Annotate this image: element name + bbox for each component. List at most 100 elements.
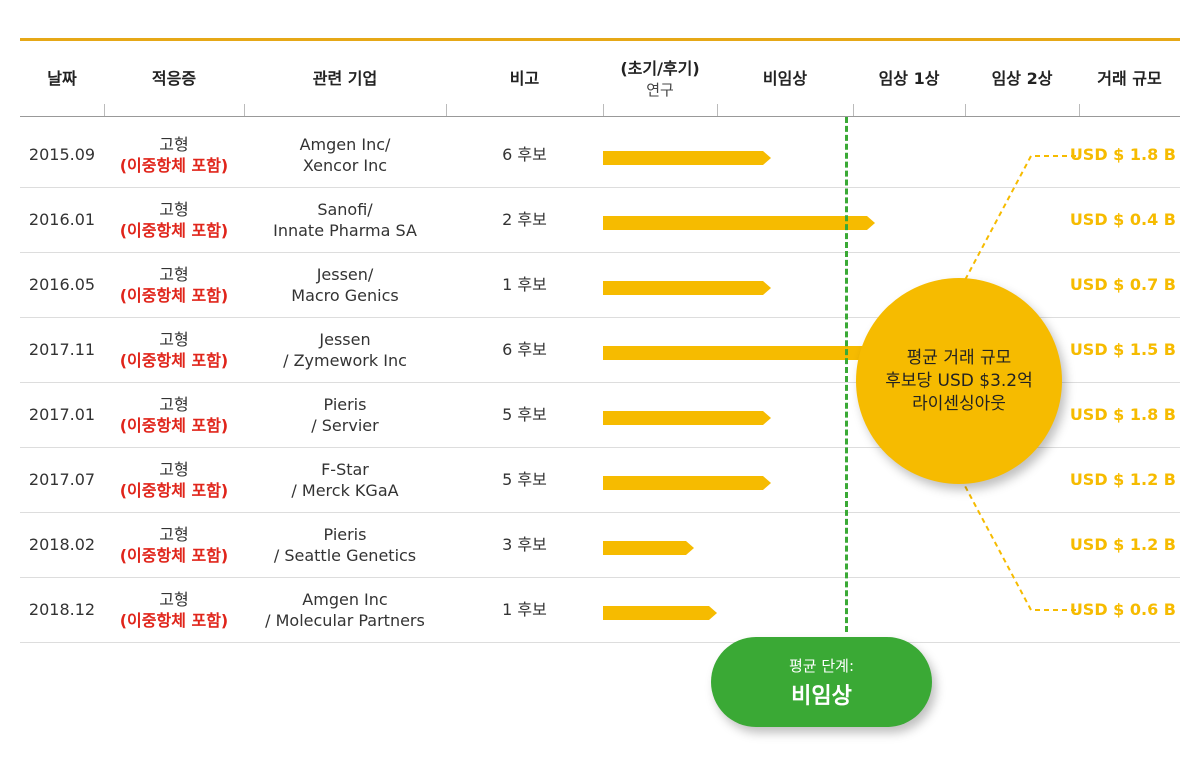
date-text: 2018.12 — [28, 600, 96, 619]
average-deal-line1: 평균 거래 규모 — [906, 347, 1012, 368]
company-line2: / Zymework Inc — [283, 350, 407, 370]
indication-note: (이중항체 포함) — [119, 350, 229, 370]
company-cell: Amgen Inc / Molecular Partners — [244, 577, 446, 642]
note-cell: 2 후보 — [446, 187, 603, 252]
indication-note: (이중항체 포함) — [119, 610, 229, 630]
table-row: 2018.02 고형 (이중항체 포함) Pieris / Seattle Geneti… — [20, 512, 1180, 578]
deal-size-value: USD $ 1.8 B — [1069, 145, 1176, 164]
average-stage-label: 평균 단계: — [788, 656, 855, 675]
note-cell: 5 후보 — [446, 382, 603, 447]
company-cell: Pieris / Seattle Genetics — [244, 512, 446, 577]
date-text: 2016.05 — [28, 275, 96, 294]
company-line2: Innate Pharma SA — [273, 220, 417, 240]
deal-size-value: USD $ 1.2 B — [1069, 535, 1176, 554]
indication-text: 고형 — [159, 589, 189, 609]
indication-cell: 고형 (이중항체 포함) — [104, 447, 244, 512]
stage-progress-arrow — [603, 476, 772, 490]
stage-progress-arrow — [603, 151, 772, 165]
company-line1: Jessen — [319, 329, 371, 349]
company-line1: Pieris — [323, 394, 367, 414]
table-row: 2016.01 고형 (이중항체 포함) Sanofi/Innate Pharma S… — [20, 187, 1180, 253]
deal-size-value: USD $ 1.8 B — [1069, 405, 1176, 424]
indication-note: (이중항체 포함) — [119, 415, 229, 435]
deal-size-value: USD $ 1.5 B — [1069, 340, 1176, 359]
date-cell: 2017.07 — [20, 447, 104, 512]
date-cell: 2018.02 — [20, 512, 104, 577]
header-rule — [20, 116, 1180, 117]
indication-text: 고형 — [159, 134, 189, 154]
indication-text: 고형 — [159, 459, 189, 479]
top-rule — [20, 38, 1180, 41]
date-text: 2017.07 — [28, 470, 96, 489]
table-row: 2015.09 고형 (이중항체 포함) Amgen Inc/Xencor Inc 6 … — [20, 122, 1180, 188]
date-cell: 2016.05 — [20, 252, 104, 317]
header-tick — [244, 104, 245, 116]
company-cell: Jessen / Zymework Inc — [244, 317, 446, 382]
indication-note: (이중항체 포함) — [119, 545, 229, 565]
company-line2: / Servier — [311, 415, 379, 435]
stage-progress-arrow — [603, 541, 695, 555]
date-cell: 2016.01 — [20, 187, 104, 252]
header-tick — [104, 104, 105, 116]
col-header-deal-size: 거래 규모 — [1097, 69, 1162, 88]
note-cell: 1 후보 — [446, 252, 603, 317]
col-header-indication: 적응증 — [151, 69, 197, 88]
date-cell: 2015.09 — [20, 122, 104, 187]
indication-cell: 고형 (이중항체 포함) — [104, 317, 244, 382]
indication-note: (이중항체 포함) — [119, 220, 229, 240]
table-row: 2018.12 고형 (이중항체 포함) Amgen Inc / Molecular P… — [20, 577, 1180, 643]
date-text: 2016.01 — [28, 210, 96, 229]
company-line2: Macro Genics — [291, 285, 399, 305]
note-cell: 1 후보 — [446, 577, 603, 642]
company-cell: Amgen Inc/Xencor Inc — [244, 122, 446, 187]
indication-text: 고형 — [159, 199, 189, 219]
note-text: 3 후보 — [502, 535, 547, 554]
deal-size-value: USD $ 0.7 B — [1069, 275, 1176, 294]
company-line2: Xencor Inc — [302, 155, 388, 175]
table-row: 2016.05 고형 (이중항체 포함) Jessen/Macro Genics 1 후… — [20, 252, 1180, 318]
indication-cell: 고형 (이중항체 포함) — [104, 382, 244, 447]
stage-progress-arrow — [603, 411, 772, 425]
average-deal-line2: 후보당 USD $3.2억 — [885, 370, 1033, 391]
indication-cell: 고형 (이중항체 포함) — [104, 122, 244, 187]
average-stage-badge: 평균 단계: 비임상 — [711, 637, 932, 727]
note-cell: 5 후보 — [446, 447, 603, 512]
company-cell: Sanofi/Innate Pharma SA — [244, 187, 446, 252]
indication-text: 고형 — [159, 329, 189, 349]
col-header-phase2: 임상 2상 — [991, 69, 1053, 88]
average-deal-line3: 라이센싱아웃 — [912, 393, 1006, 414]
date-cell: 2018.12 — [20, 577, 104, 642]
date-text: 2015.09 — [28, 145, 96, 164]
company-line1: Amgen Inc — [302, 589, 388, 609]
company-line1: Sanofi/ — [317, 199, 373, 219]
table-row: 2017.11 고형 (이중항체 포함) Jessen / Zymework Inc 6 … — [20, 317, 1180, 383]
header-tick — [853, 104, 854, 116]
note-cell: 6 후보 — [446, 122, 603, 187]
note-text: 1 후보 — [502, 275, 547, 294]
col-header-company: 관련 기업 — [312, 69, 378, 88]
company-cell: Jessen/Macro Genics — [244, 252, 446, 317]
date-text: 2017.11 — [28, 340, 96, 359]
note-text: 6 후보 — [502, 340, 547, 359]
indication-note: (이중항체 포함) — [119, 285, 229, 305]
col-header-phase1: 임상 1상 — [878, 69, 940, 88]
average-deal-circle: 평균 거래 규모 후보당 USD $3.2억 라이센싱아웃 — [856, 278, 1062, 484]
company-line2: / Molecular Partners — [265, 610, 425, 630]
date-cell: 2017.11 — [20, 317, 104, 382]
header-tick — [603, 104, 604, 116]
header-tick — [1079, 104, 1080, 116]
date-text: 2018.02 — [28, 535, 96, 554]
indication-cell: 고형 (이중항체 포함) — [104, 512, 244, 577]
col-header-date: 날짜 — [47, 69, 77, 88]
deal-size-value: USD $ 1.2 B — [1069, 470, 1176, 489]
note-cell: 3 후보 — [446, 512, 603, 577]
indication-text: 고형 — [159, 524, 189, 544]
stage-progress-arrow — [603, 281, 772, 295]
indication-text: 고형 — [159, 264, 189, 284]
company-line2: / Seattle Genetics — [273, 545, 417, 565]
stage-progress-arrow — [603, 216, 876, 230]
date-cell: 2017.01 — [20, 382, 104, 447]
deal-size-value: USD $ 0.4 B — [1069, 210, 1176, 229]
average-stage-value: 비임상 — [791, 683, 852, 709]
note-text: 1 후보 — [502, 600, 547, 619]
